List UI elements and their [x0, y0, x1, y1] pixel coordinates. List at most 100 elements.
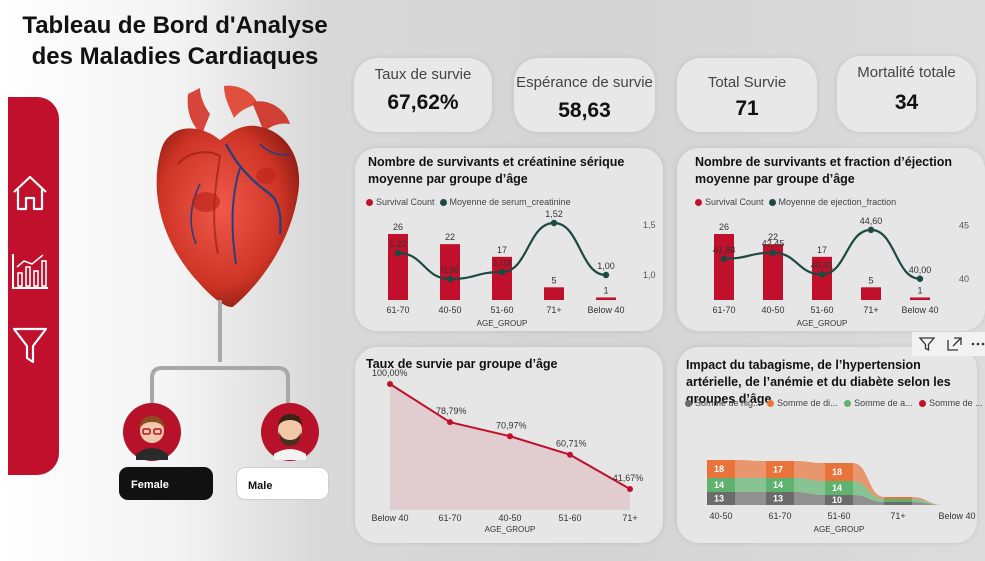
line-data-label: 40,41	[811, 260, 834, 270]
stacked-segment	[884, 502, 912, 505]
filter-icon[interactable]	[10, 325, 50, 365]
legend-marker	[366, 199, 373, 206]
x-axis-title: AGE_GROUP	[814, 525, 865, 534]
kpi-survival-rate: Taux de survie 67,62%	[354, 58, 492, 132]
bar-data-label: 1	[917, 285, 922, 295]
gender-tree-connector	[150, 300, 290, 405]
bar-data-label: 17	[497, 245, 507, 255]
kpi-label: Espérance de survie	[516, 74, 653, 91]
x-tick-label: 71+	[546, 305, 561, 315]
line-data-label: 44,60	[860, 216, 883, 226]
line-point	[550, 219, 558, 227]
chart-icon[interactable]	[10, 251, 50, 291]
line-data-label: 41,88	[713, 245, 736, 255]
bar-data-label: 5	[868, 275, 873, 285]
line-point	[387, 381, 393, 387]
chart-title: Nombre de survivants et fraction d’éject…	[695, 155, 953, 186]
chart-title: Nombre de survivants et créatinine sériq…	[368, 155, 625, 186]
legend-item: Moyenne de serum_creatinine	[449, 197, 571, 207]
kpi-total-survival: Total Survie 71	[677, 58, 817, 132]
y2-tick-label: 45	[959, 221, 969, 231]
kpi-value: 58,63	[558, 99, 611, 122]
x-tick-label: Below 40	[371, 513, 408, 523]
x-tick-label: Below 40	[938, 511, 975, 521]
chart-card-creatinine[interactable]: Nombre de survivants et créatinine sériq…	[355, 148, 663, 331]
creatinine-combo-chart: 26 61-70 22 40-50 17 51-60 5 71+ 1 Below 40 1,22 0,…	[386, 209, 656, 328]
legend-marker	[695, 199, 702, 206]
chart-legend: Survival Count Moyenne de ejection_fract…	[695, 197, 896, 207]
data-label: 60,71%	[556, 439, 587, 449]
chart-title: Impact du tabagisme, de l’hypertension a…	[686, 358, 951, 406]
home-icon[interactable]	[10, 172, 50, 212]
chart-card-ejection[interactable]: Nombre de survivants et fraction d’éject…	[677, 148, 985, 331]
segment-data-label: 10	[832, 495, 842, 505]
risk-factors-stacked-area-chart: 13 13 10 14 14 14 18 17 18 40-50 61-70 51-60 71+ Belo…	[707, 460, 976, 534]
stacked-segment	[707, 478, 735, 492]
line-point	[507, 433, 513, 440]
stacked-segment	[884, 499, 912, 502]
bar-data-label: 26	[393, 222, 403, 232]
segment-data-label: 14	[773, 480, 783, 490]
stacked-segment	[825, 495, 853, 505]
bar	[596, 297, 616, 300]
x-axis-title: AGE_GROUP	[477, 319, 528, 328]
x-tick-label: 40-50	[761, 305, 784, 315]
female-avatar[interactable]	[122, 402, 182, 462]
y2-tick-label: 1,0	[643, 270, 656, 280]
segment-data-label: 17	[773, 465, 783, 475]
bar-data-label: 1	[603, 285, 608, 295]
chart-card-risk-factors[interactable]: Impact du tabagisme, de l’hypertension a…	[677, 347, 983, 543]
line-data-label: 40,00	[909, 265, 932, 275]
heart-illustration	[156, 85, 300, 308]
female-button[interactable]: Female	[119, 467, 213, 500]
line-point	[916, 275, 924, 282]
segment-data-label: 14	[832, 483, 842, 493]
focus-mode-icon[interactable]	[945, 336, 963, 352]
line-data-label: 42,45	[762, 239, 785, 249]
legend-marker	[685, 400, 692, 407]
kpi-survival-expectancy: Espérance de survie 58,63	[514, 58, 655, 132]
stacked-segment	[766, 478, 794, 492]
kpi-label: Taux de survie	[374, 66, 472, 83]
bar	[492, 256, 512, 300]
line-point	[567, 451, 573, 458]
line-data-label: 1,22	[389, 239, 407, 249]
filter-icon[interactable]	[918, 336, 936, 352]
x-tick-label: 51-60	[490, 305, 513, 315]
legend-marker	[844, 400, 852, 407]
y2-tick-label: 40	[959, 274, 969, 284]
line-point	[769, 249, 777, 256]
line-data-label: 1,00	[597, 261, 615, 271]
kpi-value: 34	[894, 91, 919, 114]
x-tick-label: 40-50	[438, 305, 461, 315]
male-button-label: Male	[248, 480, 273, 492]
line-point	[446, 275, 454, 283]
stacked-segment	[766, 492, 794, 505]
male-button[interactable]: Male	[236, 467, 329, 500]
segment-data-label: 13	[773, 494, 783, 504]
legend-item: Somme de ...	[929, 398, 983, 408]
bar	[910, 297, 930, 300]
chart-card-survival-rate[interactable]: Taux de survie par groupe d’âge 100,00% B…	[355, 347, 663, 543]
bar-data-label: 5	[551, 275, 556, 285]
legend-item: Somme de hig...	[695, 398, 761, 408]
data-label: 78,79%	[436, 406, 467, 416]
x-tick-label: 40-50	[498, 513, 521, 523]
x-axis-title: AGE_GROUP	[797, 319, 848, 328]
x-axis-title: AGE_GROUP	[485, 525, 536, 534]
legend-marker	[767, 400, 775, 407]
x-tick-label: 51-60	[827, 511, 850, 521]
kpi-label: Total Survie	[707, 74, 787, 91]
bar-data-label: 26	[719, 222, 729, 232]
bar	[388, 234, 408, 300]
male-avatar[interactable]	[260, 402, 320, 462]
ejection-combo-chart: 26 61-70 22 40-50 17 51-60 5 71+ 1 Below 40 41,88 4…	[712, 216, 969, 328]
kpi-total-mortality: Mortalité totale 34	[837, 56, 976, 132]
more-options-icon[interactable]	[970, 336, 985, 352]
line-data-label: 1,52	[545, 209, 563, 219]
bar	[812, 256, 832, 300]
chart-legend: Somme de hig... Somme de di... Somme de …	[685, 398, 983, 408]
line-point	[818, 271, 826, 278]
line-point	[867, 226, 875, 234]
legend-marker	[439, 199, 447, 206]
